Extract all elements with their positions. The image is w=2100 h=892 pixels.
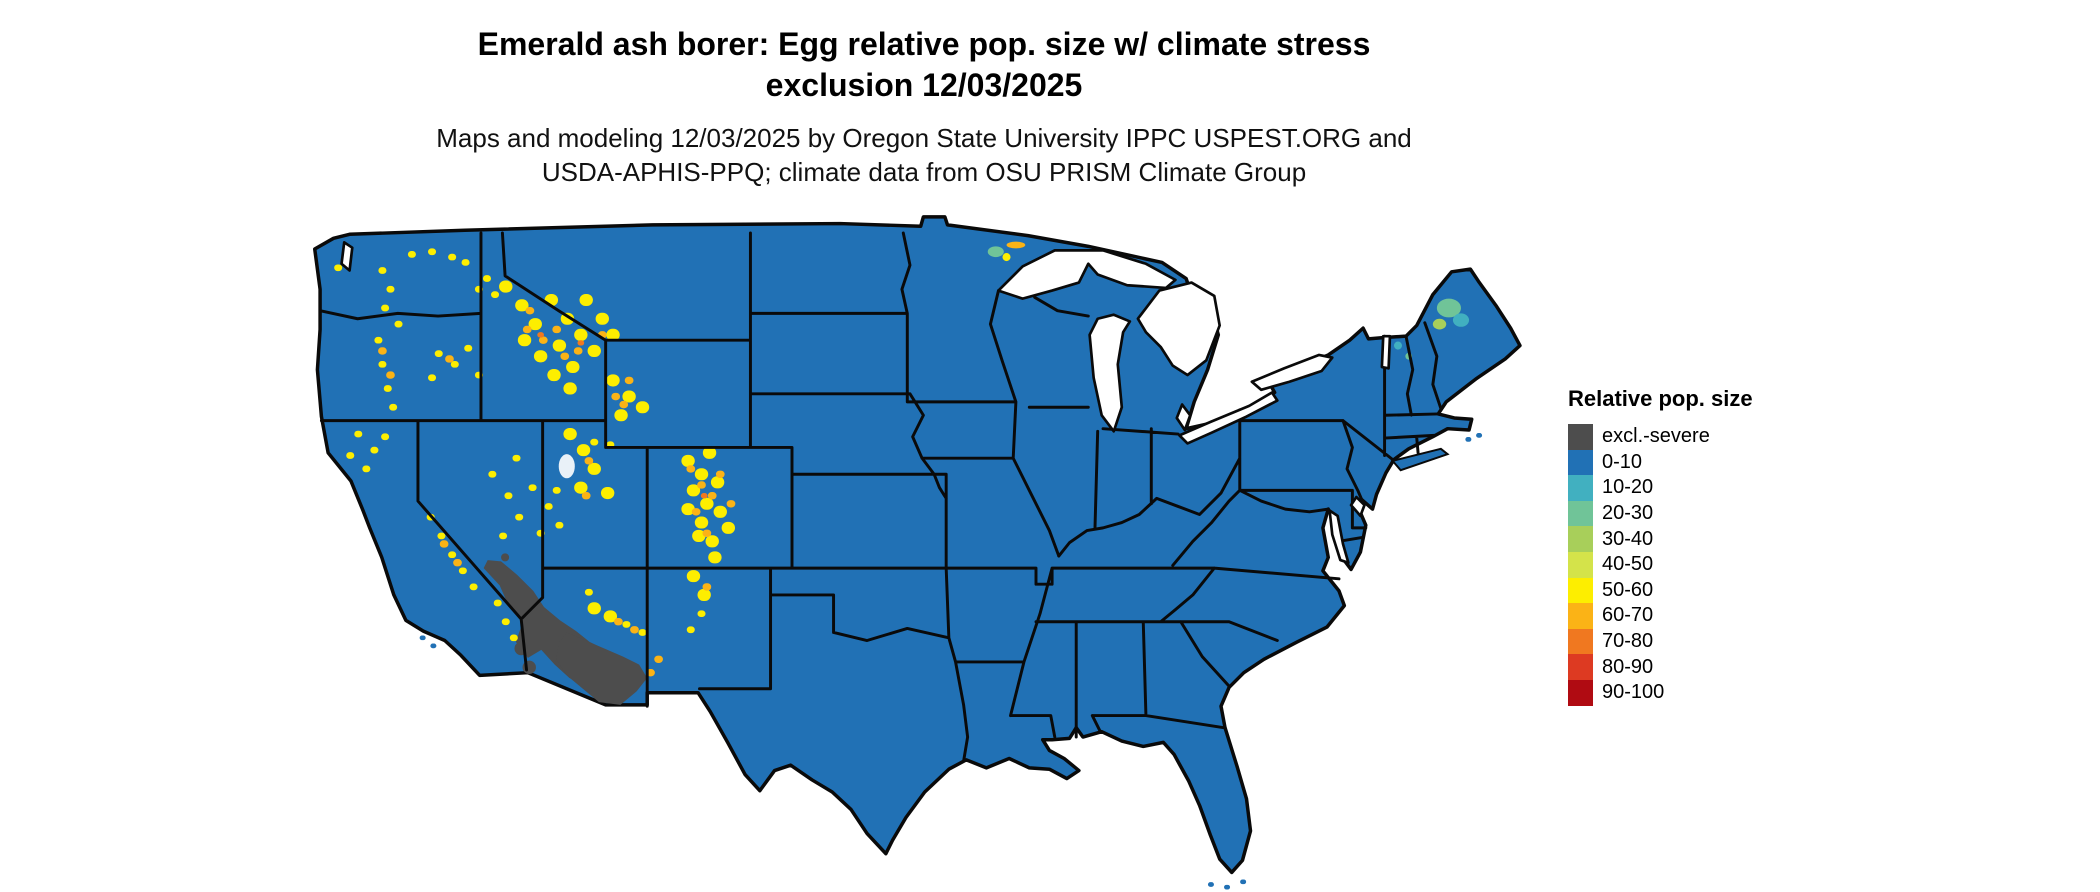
- legend-swatch-50-60: [1568, 577, 1593, 604]
- legend-swatch-20-30: [1568, 500, 1593, 527]
- page-subtitle: Maps and modeling 12/03/2025 by Oregon S…: [0, 121, 1848, 189]
- legend-title: Relative pop. size: [1568, 386, 1753, 411]
- island-dots: [419, 433, 1483, 890]
- legend-label-40-50: 40-50: [1602, 553, 1654, 576]
- legend-item-90-100: 90-100: [1568, 679, 1868, 706]
- great-lakes: [340, 240, 1392, 565]
- pop-speckles-overlay: [334, 248, 736, 677]
- delaware-bay: [1349, 495, 1366, 518]
- lake-erie: [1178, 391, 1279, 445]
- great-salt-lake: [558, 454, 575, 479]
- legend-item-0-10: 0-10: [1568, 449, 1868, 476]
- page-title: Emerald ash borer: Egg relative pop. siz…: [0, 24, 1848, 106]
- legend-label-excl-severe: excl.-severe: [1602, 425, 1710, 448]
- legend-label-30-40: 30-40: [1602, 527, 1654, 550]
- legend-label-60-70: 60-70: [1602, 604, 1654, 627]
- legend-label-90-100: 90-100: [1602, 681, 1665, 704]
- legend-item-30-40: 30-40: [1568, 526, 1868, 552]
- legend-swatch-40-50: [1568, 551, 1593, 578]
- lake-st-clair: [1175, 403, 1192, 432]
- legend-item-80-90: 80-90: [1568, 654, 1868, 680]
- legend-item-50-60: 50-60: [1568, 577, 1868, 604]
- state-borders: [318, 231, 1443, 763]
- legend-swatch-0-10: [1568, 449, 1593, 476]
- us-map-container: [304, 206, 1524, 890]
- us-choropleth-map: [312, 215, 1522, 890]
- title-line-2: exclusion 12/03/2025: [765, 67, 1083, 103]
- legend-item-excl-severe: excl.-severe: [1568, 424, 1868, 450]
- lake-superior: [997, 249, 1177, 300]
- title-line-1: Emerald ash borer: Egg relative pop. siz…: [477, 26, 1371, 62]
- lake-huron: [1136, 281, 1222, 377]
- legend-swatch-30-40: [1568, 526, 1593, 552]
- lake-champlain: [1380, 334, 1392, 370]
- lake-michigan: [1088, 313, 1132, 433]
- legend-label-80-90: 80-90: [1602, 655, 1654, 678]
- speckles-yellow-small: [334, 248, 706, 642]
- puget-sound: [340, 240, 354, 272]
- long-island: [1390, 447, 1450, 472]
- legend-rows: excl.-severe 0-10 10-20 20-30 30-40 40-50 50-6…: [1568, 424, 1868, 706]
- legend-swatch-excl-severe: [1568, 424, 1593, 450]
- coastal-islands: [419, 433, 1483, 890]
- lake-ontario: [1250, 353, 1334, 392]
- speckles-orange: [378, 307, 736, 677]
- legend-item-10-20: 10-20: [1568, 475, 1868, 501]
- chesapeake-bay: [1328, 509, 1350, 565]
- speckles-dark-orange: [537, 332, 708, 499]
- legend-label-50-60: 50-60: [1602, 578, 1654, 601]
- legend-label-0-10: 0-10: [1602, 450, 1643, 473]
- legend-item-40-50: 40-50: [1568, 551, 1868, 578]
- subtitle-line-2: USDA-APHIS-PPQ; climate data from OSU PR…: [541, 157, 1307, 187]
- legend-item-60-70: 60-70: [1568, 603, 1868, 629]
- legend-swatch-80-90: [1568, 654, 1593, 680]
- legend-swatch-70-80: [1568, 628, 1593, 655]
- legend-label-20-30: 20-30: [1602, 502, 1654, 525]
- legend-swatch-10-20: [1568, 475, 1593, 501]
- legend-swatch-90-100: [1568, 679, 1593, 706]
- legend-label-70-80: 70-80: [1602, 630, 1654, 653]
- legend-label-10-20: 10-20: [1602, 476, 1654, 499]
- speckles-yellow-medium: [499, 280, 736, 623]
- legend-swatch-60-70: [1568, 603, 1593, 629]
- map-legend: Relative pop. size excl.-severe 0-10 10-20…: [1568, 386, 1868, 706]
- legend-item-70-80: 70-80: [1568, 628, 1868, 655]
- subtitle-line-1: Maps and modeling 12/03/2025 by Oregon S…: [436, 123, 1412, 153]
- legend-item-20-30: 20-30: [1568, 500, 1868, 527]
